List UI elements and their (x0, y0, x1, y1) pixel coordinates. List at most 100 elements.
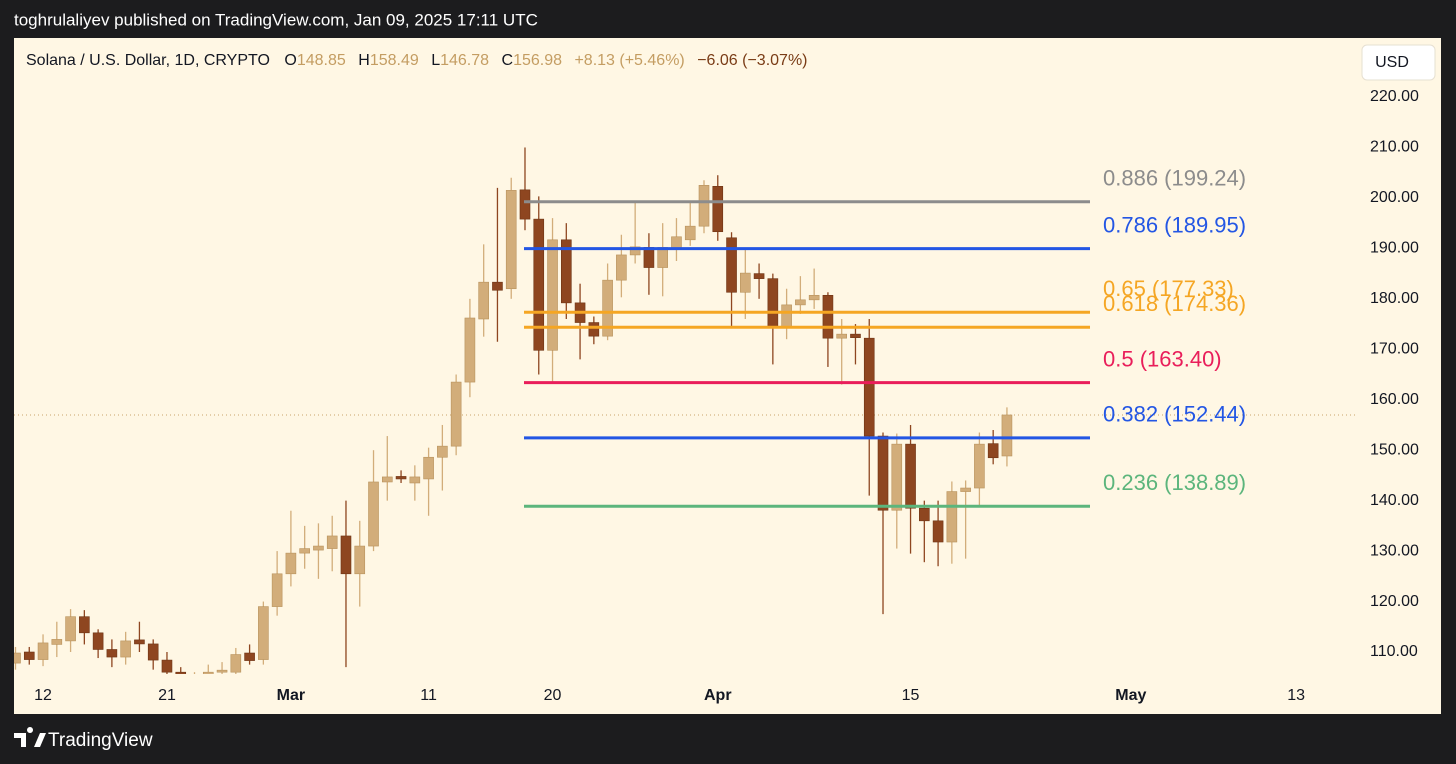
plot-area: 0.886 (199.24) 0.786 (189.95) 0.65 (177.33… (14, 147, 1355, 674)
candle-body (671, 236, 682, 249)
ohlc-value: 148.85 (297, 52, 346, 69)
y-tick-label: 110.00 (1370, 643, 1418, 660)
candle-body (960, 487, 971, 492)
candle-body (919, 507, 930, 522)
x-tick-label: Mar (277, 687, 305, 704)
candle-body (202, 671, 214, 674)
candle-body (285, 552, 297, 575)
y-tick-label: 220.00 (1370, 88, 1419, 105)
candle-body (891, 443, 903, 511)
candle-body (409, 476, 421, 484)
candle-body (629, 246, 641, 256)
x-tick-label: Apr (704, 687, 732, 704)
x-tick-label: 11 (420, 687, 437, 704)
candle-body (987, 443, 999, 459)
candle-body (946, 491, 958, 543)
candle-body (258, 606, 269, 660)
ohlc-value: 158.49 (370, 52, 419, 69)
candle-body (216, 669, 228, 673)
candle-body (244, 652, 255, 661)
candle-body (230, 654, 242, 673)
currency-button[interactable] (1361, 44, 1436, 81)
candle-body (560, 239, 572, 304)
candle-body (905, 443, 916, 509)
ohlc-label: L (431, 52, 440, 69)
x-tick-label: May (1115, 687, 1146, 704)
fib-label: 0.886 (199.24) (1103, 166, 1246, 191)
candle-body (492, 281, 503, 291)
candle-body (1001, 414, 1013, 457)
candle-body (299, 548, 310, 554)
candle-body (588, 322, 600, 337)
y-tick-label: 210.00 (1370, 139, 1419, 156)
candle-body (423, 456, 434, 480)
candle-body (822, 294, 834, 339)
candle-body (14, 652, 21, 664)
fib-label: 0.65 (177.33) (1103, 276, 1234, 301)
x-tick-label: 12 (34, 687, 52, 704)
candle-body (395, 476, 407, 480)
change-2: −6.06 (−3.07%) (697, 52, 807, 69)
y-tick-label: 200.00 (1370, 189, 1419, 206)
x-tick-label: 15 (902, 687, 920, 704)
candle-body (657, 247, 668, 268)
logo (14, 726, 46, 747)
ohlc-label: H (358, 52, 370, 69)
chart-title: Solana / U.S. Dollar, 1D, CRYPTO (26, 52, 270, 69)
fib-label: 0.618 (174.36) (1103, 291, 1246, 316)
fib-label: 0.382 (152.44) (1103, 402, 1246, 427)
chart-header: Solana / U.S. Dollar, 1D, CRYPTO O148.85… (26, 52, 808, 69)
candle-body (795, 299, 806, 306)
candle-body (698, 185, 710, 227)
candle-body (726, 237, 737, 293)
candle-body (616, 254, 627, 281)
candle-body (134, 639, 145, 645)
candle-body (65, 616, 76, 642)
candle-body (106, 649, 118, 658)
candle-body (147, 643, 159, 661)
candle-body (175, 671, 187, 674)
candle-body (740, 272, 751, 293)
candle-body (767, 278, 779, 329)
candle-body (863, 337, 875, 437)
candle-body (684, 225, 696, 241)
change: +8.13 (+5.46%) (574, 52, 684, 69)
candle-body (92, 632, 104, 650)
candle-body (79, 616, 90, 634)
candle-body (464, 317, 476, 383)
candle-body (836, 333, 848, 339)
candle-body (519, 189, 531, 220)
candle-body (505, 190, 517, 290)
y-tick-label: 120.00 (1370, 593, 1419, 610)
candle-body (313, 545, 324, 551)
candle-body (478, 281, 489, 320)
y-tick-label: 170.00 (1370, 340, 1419, 357)
candle-body (37, 642, 49, 660)
candle-body (974, 443, 985, 489)
fib-label: 0.5 (163.40) (1103, 346, 1222, 371)
candle-body (712, 186, 724, 233)
candle-body (23, 651, 35, 660)
candle-body (354, 545, 366, 575)
candle-body (326, 535, 338, 549)
candle-body (340, 535, 352, 575)
candle-body (161, 659, 173, 673)
fib-label: 0.236 (138.89) (1103, 470, 1246, 495)
candle-body (808, 294, 820, 301)
y-tick-label: 140.00 (1370, 492, 1419, 509)
currency-label: USD (1375, 54, 1409, 71)
chart-frame (14, 38, 1441, 714)
y-tick-label: 190.00 (1370, 240, 1419, 257)
candle-body (643, 247, 655, 268)
ohlc-label: O (284, 52, 296, 69)
candle-body (120, 640, 131, 658)
x-tick-label: 20 (544, 687, 562, 704)
candle-body (381, 476, 393, 483)
fib-label: 0.786 (189.95) (1103, 212, 1246, 237)
y-tick-label: 150.00 (1370, 441, 1419, 458)
publisher-line: toghrulaliyev published on TradingView.c… (14, 10, 538, 29)
candle-body (437, 445, 448, 458)
candle-body (271, 573, 283, 607)
